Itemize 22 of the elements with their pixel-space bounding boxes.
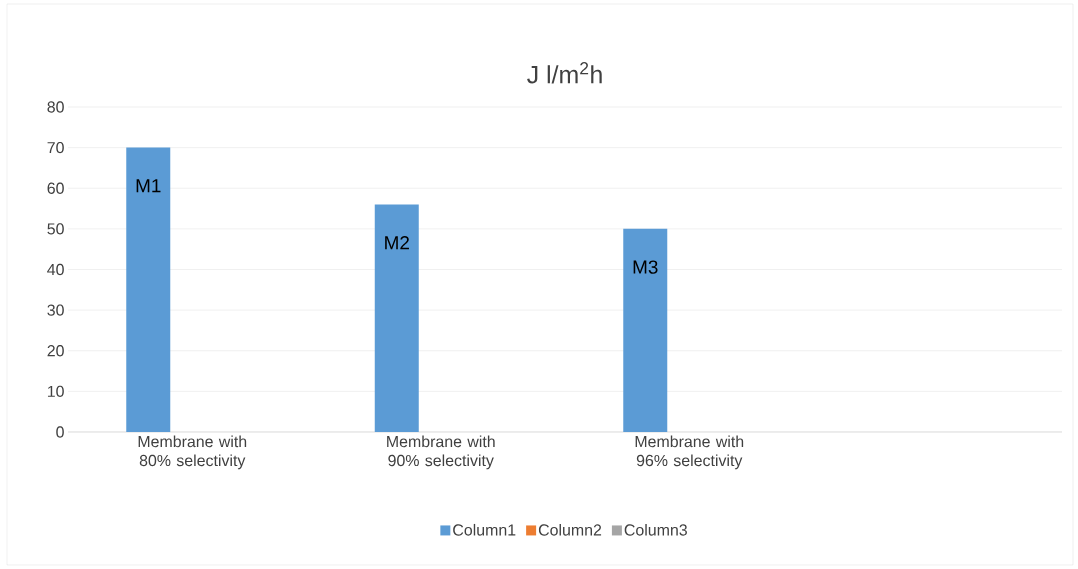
- x-tick-label: Membrane with 90% selectivity: [387, 435, 495, 470]
- y-tick-label: 0: [56, 426, 64, 438]
- y-tick-label: 30: [47, 304, 64, 316]
- bar: [374, 204, 419, 432]
- chart-title: J l/m$^{2}$h: [527, 62, 602, 84]
- y-tick-label: 50: [47, 223, 64, 235]
- y-tick-label: 70: [47, 141, 64, 154]
- y-tick-label: 40: [47, 263, 64, 276]
- y-tick-label: 20: [47, 345, 64, 357]
- x-tick-label: Membrane with 96% selectivity: [635, 435, 744, 470]
- data-label: M2: [385, 236, 409, 250]
- y-tick-label: 80: [47, 101, 64, 113]
- bar: [126, 147, 171, 432]
- bar: [623, 228, 668, 432]
- legend-label: Column3: [624, 523, 687, 536]
- data-label: M1: [136, 179, 161, 193]
- data-label: M3: [633, 260, 658, 274]
- y-tick-label: 60: [47, 182, 64, 194]
- y-tick-label: 10: [47, 385, 64, 398]
- legend-label: Column2: [538, 523, 602, 536]
- x-tick-label: Membrane with 80% selectivity: [138, 435, 247, 470]
- legend-label: Column1: [453, 523, 516, 536]
